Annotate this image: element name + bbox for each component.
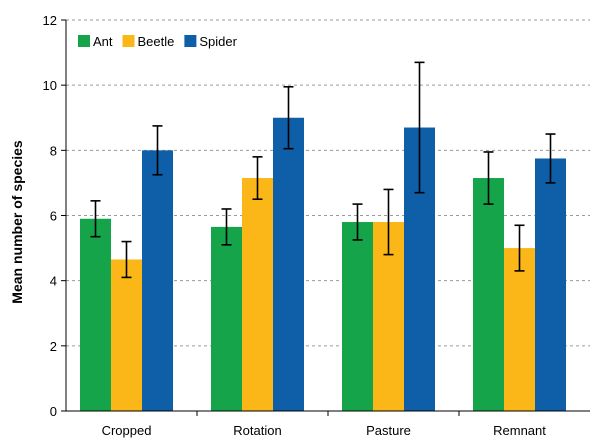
- legend-label-spider: Spider: [199, 34, 237, 49]
- bar-beetle: [504, 248, 535, 411]
- y-tick-label: 2: [50, 339, 57, 354]
- y-tick-label: 4: [50, 274, 57, 289]
- bar-ant: [473, 178, 504, 411]
- axes: [61, 19, 590, 416]
- legend-label-ant: Ant: [93, 34, 113, 49]
- y-tick-label: 12: [43, 13, 57, 28]
- bar-spider: [142, 150, 173, 412]
- bar-spider: [535, 158, 566, 411]
- y-tick-label: 8: [50, 143, 57, 158]
- legend: Ant Beetle Spider: [78, 34, 238, 49]
- bar-ant: [342, 222, 373, 411]
- error-bars: [90, 61, 556, 279]
- legend-swatch-spider: [184, 35, 197, 47]
- bars: [80, 117, 566, 412]
- legend-label-beetle: Beetle: [138, 34, 175, 49]
- x-tick-labels: Cropped Rotation Pasture Remnant: [102, 423, 547, 438]
- bar-spider: [273, 117, 304, 411]
- y-tick-label: 0: [50, 404, 57, 419]
- y-tick-label: 10: [43, 78, 57, 93]
- y-tick-label: 6: [50, 209, 57, 224]
- bar-ant: [80, 218, 111, 411]
- bar-beetle: [111, 259, 142, 411]
- x-tick-label: Remnant: [493, 423, 546, 438]
- x-tick-label: Rotation: [233, 423, 281, 438]
- x-tick-label: Cropped: [102, 423, 152, 438]
- x-tick-label: Pasture: [366, 423, 411, 438]
- y-axis-label: Mean number of species: [9, 140, 25, 304]
- legend-swatch-ant: [78, 35, 90, 47]
- bar-ant: [211, 226, 242, 411]
- y-tick-labels: 0 2 4 6 8 10 12: [43, 13, 57, 419]
- bar-beetle: [242, 178, 273, 411]
- legend-swatch-beetle: [122, 35, 135, 47]
